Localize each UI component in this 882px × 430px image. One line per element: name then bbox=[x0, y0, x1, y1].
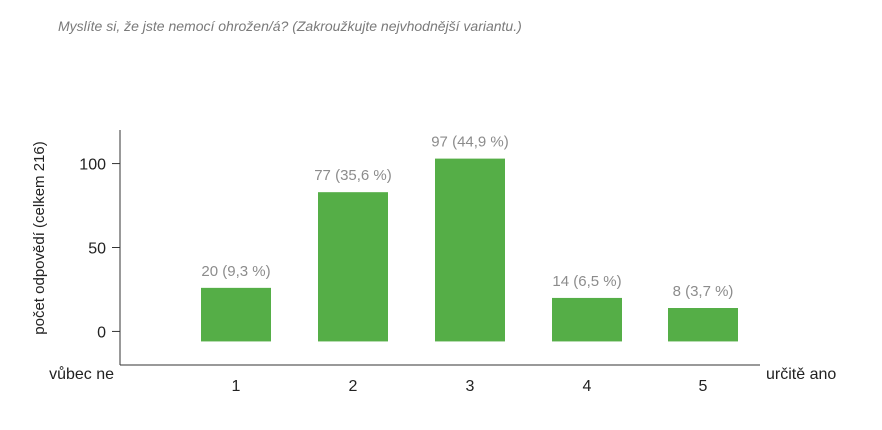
bar-4 bbox=[552, 297, 622, 342]
bar-2 bbox=[318, 192, 388, 342]
y-tick-label: 100 bbox=[79, 157, 106, 174]
data-label-3: 97 (44,9 %) bbox=[431, 134, 509, 151]
bar-1 bbox=[201, 287, 271, 342]
y-axis-label: počet odpovědí (celkem 216) bbox=[31, 141, 48, 334]
question-title: Myslíte si, že jste nemocí ohrožen/á? (Z… bbox=[58, 18, 522, 34]
x-tick-label-5: 5 bbox=[699, 378, 708, 395]
chart-labels: 20 (9,3 %) 1 77 (35,6 %) 2 97 (44,9 %) 3 14 (6… bbox=[49, 134, 836, 395]
x-right-end-label: určitě ano bbox=[766, 366, 836, 383]
data-label-4: 14 (6,5 %) bbox=[552, 273, 621, 290]
data-label-5: 8 (3,7 %) bbox=[673, 283, 734, 300]
x-tick-label-1: 1 bbox=[232, 378, 241, 395]
chart-bars bbox=[201, 158, 738, 342]
x-tick-label-3: 3 bbox=[466, 378, 475, 395]
x-left-end-label: vůbec ne bbox=[49, 365, 114, 383]
bar-5 bbox=[668, 308, 738, 342]
chart-axes: 0 50 100 počet odpovědí (celkem 216) bbox=[31, 130, 760, 366]
x-tick-label-4: 4 bbox=[583, 378, 592, 395]
data-label-1: 20 (9,3 %) bbox=[201, 263, 270, 280]
y-tick-label: 50 bbox=[88, 241, 106, 258]
bar-3 bbox=[435, 158, 505, 342]
data-label-2: 77 (35,6 %) bbox=[314, 167, 392, 184]
y-tick-label: 0 bbox=[97, 324, 106, 341]
x-tick-label-2: 2 bbox=[349, 378, 358, 395]
